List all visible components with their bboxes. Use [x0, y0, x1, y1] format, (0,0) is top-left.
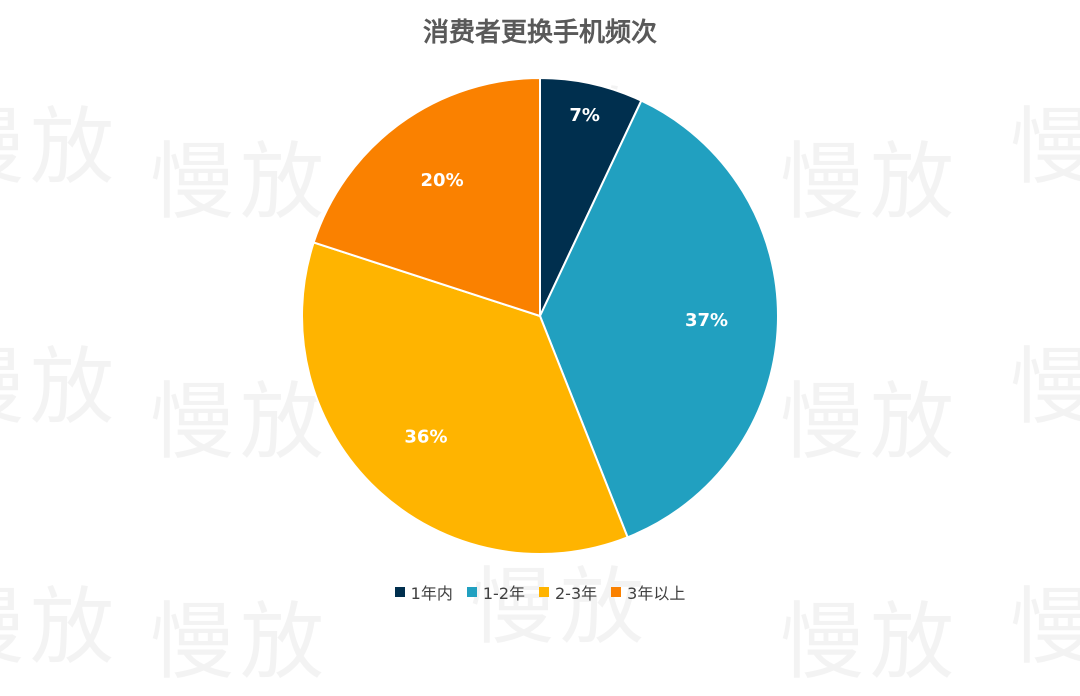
- legend-label: 2-3年: [555, 584, 598, 603]
- slice-label-2: 37%: [685, 310, 728, 331]
- chart-legend: 1年内 1-2年 2-3年 3年以上: [0, 580, 1080, 604]
- pie-slice-4: [312, 76, 541, 318]
- pie-slice-2: [538, 99, 779, 539]
- pie-chart: 7% 37% 36% 20%: [301, 76, 779, 555]
- legend-item-2: 1-2年: [466, 580, 525, 604]
- legend-swatch: [539, 587, 549, 597]
- legend-swatch: [466, 587, 477, 597]
- legend-label: 1-2年: [482, 584, 525, 603]
- legend-label: 1年内: [410, 584, 453, 603]
- pie-slice-1: [539, 76, 643, 317]
- legend-label: 3年以上: [627, 584, 686, 603]
- slice-label-3: 36%: [404, 426, 447, 447]
- slice-label-1: 7%: [569, 105, 600, 126]
- legend-swatch: [611, 587, 622, 597]
- pie-slice-3: [301, 241, 629, 555]
- legend-item-1: 1年内: [394, 580, 453, 604]
- slice-label-4: 20%: [421, 170, 464, 191]
- chart-title: 消费者更换手机频次: [422, 18, 657, 48]
- legend-item-4: 3年以上: [611, 580, 685, 604]
- legend-item-3: 2-3年: [539, 580, 597, 604]
- legend-swatch: [394, 587, 405, 597]
